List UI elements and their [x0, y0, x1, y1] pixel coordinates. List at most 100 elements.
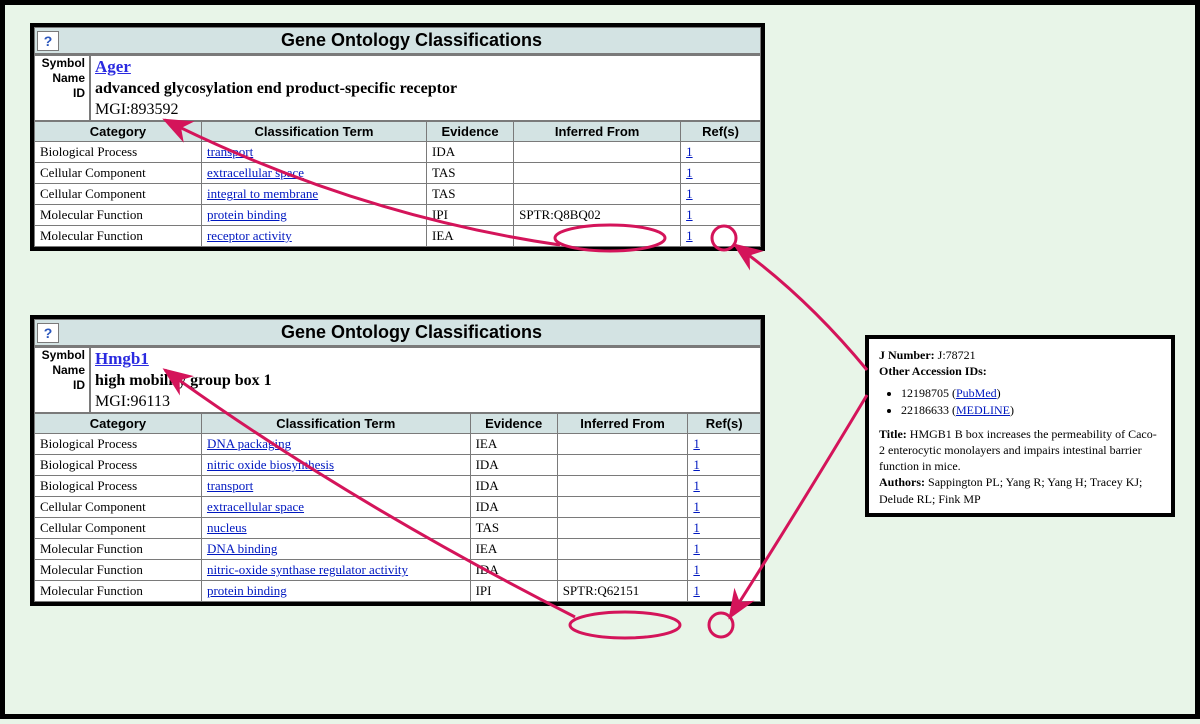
cell-category: Molecular Function [35, 560, 202, 581]
term-link[interactable]: protein binding [207, 207, 287, 222]
cell-inferred [557, 539, 688, 560]
header-values: Ager advanced glycosylation end product-… [90, 55, 761, 121]
table-row: Cellular Component integral to membrane TA… [35, 184, 761, 205]
authors-label: Authors: [879, 475, 925, 489]
table-row: Cellular Componentextracellular spaceIDA… [35, 497, 761, 518]
jnum-value: J:78721 [938, 348, 976, 362]
cell-inferred [557, 476, 688, 497]
panel-title: Gene Ontology Classifications [63, 28, 760, 53]
ref-title: HMGB1 B box increases the permeability o… [879, 427, 1157, 473]
table-row: Biological ProcesstransportIDA1 [35, 142, 761, 163]
ref-link[interactable]: 1 [693, 436, 700, 451]
col-refs: Ref(s) [688, 414, 761, 434]
cell-category: Biological Process [35, 455, 202, 476]
ref-link[interactable]: 1 [693, 499, 700, 514]
cell-refs: 1 [688, 497, 761, 518]
term-link[interactable]: nitric-oxide synthase regulator activity [207, 562, 408, 577]
header-values: Hmgb1 high mobility group box 1 MGI:9611… [90, 347, 761, 413]
ref-link[interactable]: 1 [686, 144, 693, 159]
gene-header: Symbol Name ID Hmgb1 high mobility group… [34, 346, 761, 413]
cell-inferred [557, 434, 688, 455]
other-ids-list: 12198705 (PubMed)22186633 (MEDLINE) [901, 385, 1161, 417]
cell-evidence: TAS [427, 163, 514, 184]
col-category: Category [35, 414, 202, 434]
panel-title-bar: ? Gene Ontology Classifications [34, 319, 761, 346]
ref-link[interactable]: 1 [693, 541, 700, 556]
cell-evidence: IEA [427, 226, 514, 247]
cell-term: protein binding [201, 581, 470, 602]
term-link[interactable]: extracellular space [207, 499, 304, 514]
term-link[interactable]: DNA packaging [207, 436, 291, 451]
help-icon[interactable]: ? [37, 31, 59, 51]
cell-refs: 1 [688, 455, 761, 476]
col-term: Classification Term [201, 122, 426, 142]
cell-term: integral to membrane [201, 184, 426, 205]
cell-category: Cellular Component [35, 184, 202, 205]
col-evidence: Evidence [427, 122, 514, 142]
cell-inferred [514, 184, 681, 205]
list-item: 22186633 (MEDLINE) [901, 402, 1161, 418]
ref-link[interactable]: 1 [686, 207, 693, 222]
term-link[interactable]: integral to membrane [207, 186, 318, 201]
term-link[interactable]: extracellular space [207, 165, 304, 180]
gene-name: advanced glycosylation end product-speci… [95, 79, 760, 100]
table-row: Biological ProcessDNA packagingIEA1 [35, 434, 761, 455]
gene-symbol-link[interactable]: Ager [95, 57, 131, 76]
table-row: Molecular Functionprotein bindingIPISPTR… [35, 205, 761, 226]
ref-link[interactable]: 1 [693, 583, 700, 598]
ref-link[interactable]: 1 [686, 165, 693, 180]
term-link[interactable]: DNA binding [207, 541, 277, 556]
ref-link[interactable]: 1 [693, 457, 700, 472]
cell-inferred [557, 497, 688, 518]
cell-evidence: IEA [470, 539, 557, 560]
gene-id: MGI:96113 [95, 392, 760, 413]
title-label: Title: [879, 427, 907, 441]
cell-refs: 1 [688, 518, 761, 539]
cell-term: transport [201, 142, 426, 163]
go-table-ager: Category Classification Term Evidence In… [34, 121, 761, 247]
gene-symbol-link[interactable]: Hmgb1 [95, 349, 149, 368]
cell-refs: 1 [681, 226, 761, 247]
cell-inferred [557, 560, 688, 581]
cell-evidence: IDA [427, 142, 514, 163]
table-row: Molecular Functionprotein bindingIPISPTR… [35, 581, 761, 602]
cell-refs: 1 [681, 184, 761, 205]
term-link[interactable]: protein binding [207, 583, 287, 598]
table-row: Cellular ComponentnucleusTAS1 [35, 518, 761, 539]
ref-link[interactable]: 1 [693, 520, 700, 535]
term-link[interactable]: nitric oxide biosynthesis [207, 457, 334, 472]
go-panel-ager: ? Gene Ontology Classifications Symbol N… [30, 23, 765, 251]
term-link[interactable]: transport [207, 144, 253, 159]
cell-inferred [514, 226, 681, 247]
cell-evidence: IPI [470, 581, 557, 602]
term-link[interactable]: transport [207, 478, 253, 493]
header-labels: Symbol Name ID [34, 55, 90, 121]
term-link[interactable]: nucleus [207, 520, 247, 535]
table-row: Cellular Component extracellular space TAS… [35, 163, 761, 184]
cell-inferred [514, 163, 681, 184]
cell-inferred [557, 455, 688, 476]
cell-term: nitric oxide biosynthesis [201, 455, 470, 476]
help-icon[interactable]: ? [37, 323, 59, 343]
cell-term: receptor activity [201, 226, 426, 247]
ref-link[interactable]: 1 [686, 228, 693, 243]
canvas: ? Gene Ontology Classifications Symbol N… [0, 0, 1200, 719]
cell-category: Cellular Component [35, 163, 202, 184]
cell-evidence: TAS [427, 184, 514, 205]
cell-evidence: IDA [470, 476, 557, 497]
ref-link[interactable]: 1 [693, 478, 700, 493]
term-link[interactable]: receptor activity [207, 228, 292, 243]
ref-link[interactable]: 1 [686, 186, 693, 201]
source-link[interactable]: PubMed [956, 386, 997, 400]
cell-term: transport [201, 476, 470, 497]
table-row: Molecular Function nitric-oxide synthase … [35, 560, 761, 581]
list-item: 12198705 (PubMed) [901, 385, 1161, 401]
cell-refs: 1 [688, 581, 761, 602]
cell-refs: 1 [681, 142, 761, 163]
cell-inferred: SPTR:Q62151 [557, 581, 688, 602]
highlight-ellipse [570, 612, 680, 638]
cell-category: Cellular Component [35, 497, 202, 518]
source-link[interactable]: MEDLINE [956, 403, 1010, 417]
jnum-label: J Number: [879, 348, 935, 362]
ref-link[interactable]: 1 [693, 562, 700, 577]
